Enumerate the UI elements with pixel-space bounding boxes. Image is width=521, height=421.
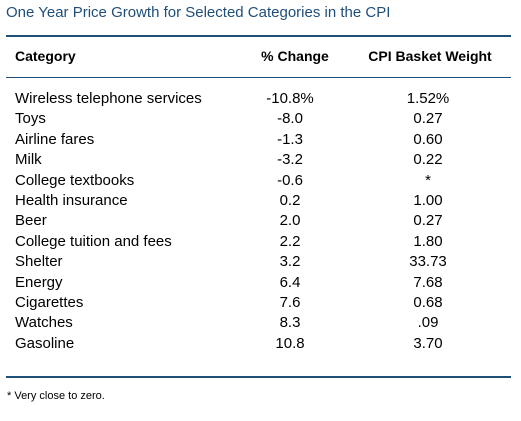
table-row: Toys -8.0 0.27 [0, 110, 521, 130]
category-cell: College textbooks [15, 171, 135, 189]
category-cell: College tuition and fees [15, 232, 172, 250]
percent-change-cell: -1.3 [277, 130, 303, 148]
table-row: Beer 2.0 0.27 [0, 212, 521, 232]
table-row: Health insurance 0.2 1.00 [0, 192, 521, 212]
category-cell: Wireless telephone services [15, 90, 202, 107]
table-title: One Year Price Growth for Selected Categ… [6, 4, 391, 21]
table-row: Milk -3.2 0.22 [0, 151, 521, 171]
basket-weight-cell: 1.80 [413, 232, 443, 250]
category-cell: Gasoline [15, 334, 75, 352]
basket-weight-cell: 0.27 [413, 212, 443, 230]
percent-change-cell: 3.2 [279, 253, 301, 271]
table-row: Energy 6.4 7.68 [0, 274, 521, 294]
basket-weight-cell: 1.52% [406, 90, 450, 107]
percent-change-cell: -8.0 [277, 110, 303, 128]
table-row: Wireless telephone services -10.8% 1.52% [0, 90, 521, 110]
header-rule [6, 77, 511, 78]
basket-weight-cell: .09 [417, 314, 439, 332]
table-row: College textbooks -0.6 * [0, 172, 521, 192]
table-row: Gasoline 10.8 3.70 [0, 335, 521, 355]
header-cpi-basket-weight: CPI Basket Weight [368, 48, 492, 64]
table-row: Watches 8.3 .09 [0, 314, 521, 334]
percent-change-cell: -0.6 [277, 171, 303, 189]
percent-change-cell: -3.2 [277, 151, 303, 169]
basket-weight-cell: * [425, 171, 431, 189]
percent-change-cell: 6.4 [279, 273, 301, 291]
category-cell: Watches [15, 314, 73, 332]
basket-weight-cell: 0.22 [413, 151, 443, 169]
category-cell: Beer [15, 212, 47, 230]
table-row: Shelter 3.2 33.73 [0, 253, 521, 273]
basket-weight-cell: 33.73 [409, 253, 447, 271]
category-cell: Energy [15, 273, 63, 291]
basket-weight-cell: 1.00 [413, 191, 443, 209]
table-row: Cigarettes 7.6 0.68 [0, 294, 521, 314]
bottom-rule [6, 376, 511, 378]
table-row: College tuition and fees 2.2 1.80 [0, 233, 521, 253]
percent-change-cell: 2.0 [279, 212, 301, 230]
basket-weight-cell: 7.68 [413, 273, 443, 291]
percent-change-cell: 7.6 [279, 293, 301, 311]
basket-weight-cell: 0.27 [413, 110, 443, 128]
basket-weight-cell: 0.60 [413, 130, 443, 148]
percent-change-cell: 0.2 [279, 191, 301, 209]
table-body: Wireless telephone services -10.8% 1.52% To… [0, 90, 521, 355]
basket-weight-cell: 0.68 [413, 293, 443, 311]
category-cell: Toys [15, 110, 46, 128]
category-cell: Cigarettes [15, 293, 84, 311]
category-cell: Health insurance [15, 191, 128, 209]
category-cell: Shelter [15, 253, 63, 271]
category-cell: Milk [15, 151, 42, 169]
percent-change-cell: 8.3 [279, 314, 301, 332]
percent-change-cell: 2.2 [279, 232, 301, 250]
header-percent-change: % Change [261, 48, 329, 64]
footnote: * Very close to zero. [7, 390, 105, 402]
table-row: Airline fares -1.3 0.60 [0, 131, 521, 151]
top-rule [6, 35, 511, 37]
header-category: Category [15, 48, 76, 64]
basket-weight-cell: 3.70 [413, 334, 443, 352]
percent-change-cell: 10.8 [275, 334, 305, 352]
category-cell: Airline fares [15, 130, 95, 148]
percent-change-cell: -10.8% [266, 90, 314, 107]
